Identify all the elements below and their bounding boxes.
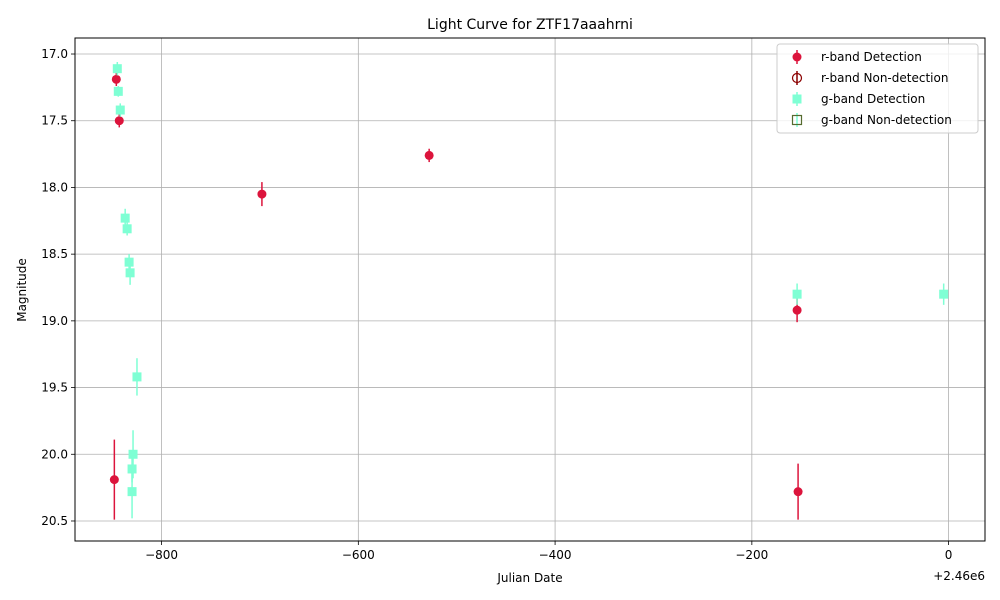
legend-marker	[792, 94, 802, 104]
legend-item: r-band Non-detection	[791, 71, 948, 85]
x-tick-label: −200	[735, 548, 768, 562]
y-tick-label: 20.0	[41, 447, 68, 461]
legend-label: g-band Detection	[821, 92, 925, 106]
y-tick-label: 17.0	[41, 47, 68, 61]
data-point	[122, 224, 132, 234]
x-tick-label: −600	[342, 548, 375, 562]
data-point	[257, 189, 267, 199]
y-tick-label: 18.5	[41, 247, 68, 261]
data-point	[125, 268, 135, 278]
data-point	[127, 487, 137, 497]
y-tick-label: 17.5	[41, 114, 68, 128]
data-point	[111, 74, 121, 84]
data-point	[120, 213, 130, 223]
y-axis-title: Magnitude	[15, 258, 29, 322]
x-offset-label: +2.46e6	[933, 569, 985, 583]
legend-label: r-band Non-detection	[821, 71, 948, 85]
data-point	[115, 105, 125, 115]
plot-data	[109, 62, 949, 520]
legend-item: r-band Detection	[792, 50, 922, 64]
legend-label: r-band Detection	[821, 50, 922, 64]
data-point	[792, 305, 802, 315]
legend-box	[776, 43, 979, 134]
plot-frame	[74, 37, 986, 542]
x-tick-label: −800	[145, 548, 178, 562]
data-point	[109, 475, 119, 485]
data-point	[128, 449, 138, 459]
series-r-band-detection	[109, 72, 803, 520]
axis-ticks: −800 −600 −400 −200 0 17.0 17.5 18.0 18.5 19.0 19.…	[41, 47, 952, 562]
data-point	[124, 257, 134, 267]
y-tick-label: 19.5	[41, 381, 68, 395]
data-point	[424, 150, 434, 160]
legend-marker	[791, 114, 803, 126]
data-point	[939, 289, 949, 299]
legend-label: g-band Non-detection	[821, 113, 952, 127]
legend-item: g-band Non-detection	[791, 113, 952, 127]
legend-marker	[792, 52, 802, 62]
legend-item: g-band Detection	[792, 92, 925, 106]
data-point	[792, 289, 802, 299]
x-tick-label: −400	[539, 548, 572, 562]
data-point	[114, 116, 124, 126]
data-point	[132, 372, 142, 382]
y-tick-label: 19.0	[41, 314, 68, 328]
data-point	[793, 487, 803, 497]
chart-title: Light Curve for ZTF17aaahrni	[427, 17, 633, 33]
y-tick-label: 20.5	[41, 514, 68, 528]
legend: r-band Detection r-band Non-detection g-ba…	[776, 43, 979, 134]
series-g-band-detection	[112, 62, 949, 519]
x-axis-title: Julian Date	[496, 571, 562, 585]
data-point	[112, 64, 122, 74]
data-point	[113, 86, 123, 96]
x-tick-label: 0	[945, 548, 953, 562]
legend-marker	[791, 72, 803, 84]
y-tick-label: 18.0	[41, 180, 68, 194]
